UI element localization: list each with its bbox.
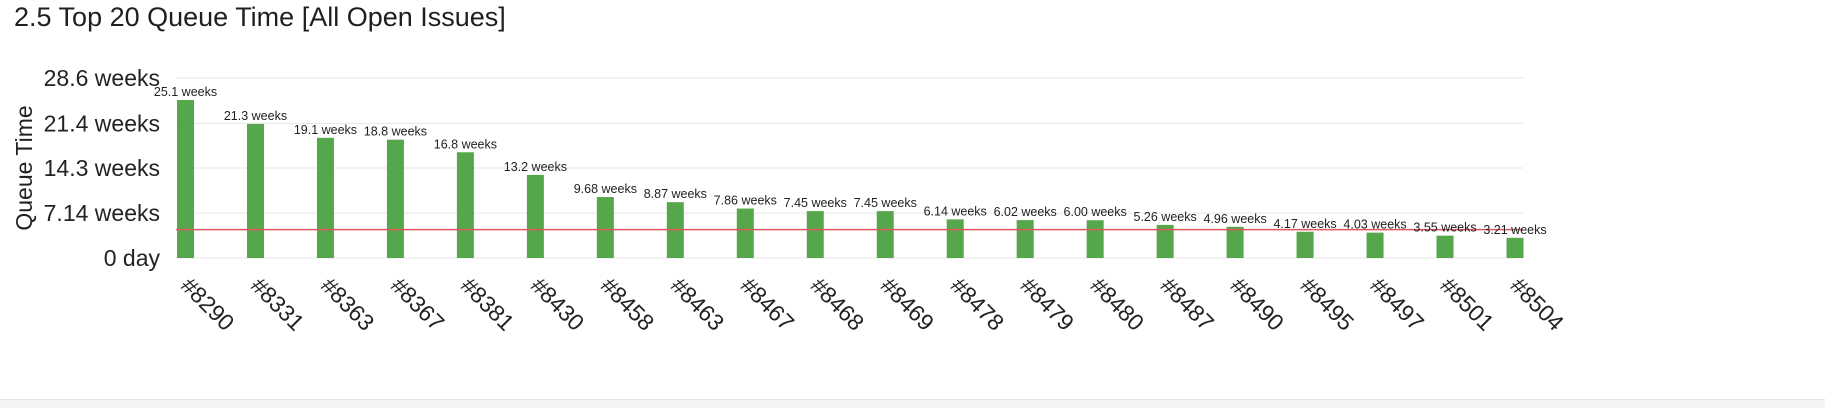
x-tick-label: #8469 [876, 272, 940, 336]
y-tick-label: 28.6 weeks [44, 65, 160, 91]
x-tick-label: #8468 [806, 272, 870, 336]
bar [1226, 226, 1244, 258]
x-tick-label: #8458 [596, 272, 660, 336]
x-tick-label: #8367 [386, 272, 450, 336]
data-label: 6.14 weeks [924, 204, 987, 218]
bar [736, 208, 754, 258]
data-labels: 25.1 weeks 21.3 weeks 19.1 weeks 18.8 weeks… [154, 85, 1547, 237]
data-label: 5.26 weeks [1134, 210, 1197, 224]
x-tick-label: #8463 [666, 272, 730, 336]
x-tick-label: #8490 [1226, 272, 1290, 336]
x-tick-label: #8497 [1366, 272, 1430, 336]
y-tick-label: 7.14 weeks [44, 200, 160, 226]
y-axis-ticks: 0 day 7.14 weeks 14.3 weeks 21.4 weeks 28.6 … [44, 65, 161, 271]
y-tick-label: 14.3 weeks [44, 155, 160, 181]
y-tick-label: 0 day [104, 245, 161, 271]
bar [1506, 237, 1524, 258]
y-axis-label: Queue Time [11, 105, 37, 230]
bar [246, 123, 264, 258]
panel-bottom-border [0, 399, 1825, 408]
x-axis-ticks: #8290 #8331 #8363 #8367 #8381 #8430 #8458 #8463… [176, 272, 1569, 336]
x-tick-label: #8479 [1016, 272, 1080, 336]
data-label: 4.96 weeks [1203, 212, 1266, 226]
bar [1366, 232, 1384, 258]
bar [1016, 220, 1034, 258]
bar [806, 211, 824, 258]
x-tick-label: #8363 [316, 272, 380, 336]
data-label: 8.87 weeks [644, 187, 707, 201]
data-label: 7.45 weeks [854, 196, 917, 210]
x-tick-label: #8430 [526, 272, 590, 336]
x-tick-label: #8467 [736, 272, 800, 336]
bar [526, 174, 544, 258]
x-tick-label: #8331 [246, 272, 310, 336]
x-tick-label: #8480 [1086, 272, 1150, 336]
data-label: 7.45 weeks [784, 196, 847, 210]
data-label: 7.86 weeks [714, 194, 777, 208]
data-label: 21.3 weeks [224, 109, 287, 123]
data-label: 13.2 weeks [504, 160, 567, 174]
bar [596, 197, 614, 258]
x-tick-label: #8487 [1156, 272, 1220, 336]
gridlines [176, 77, 1523, 259]
bar [316, 137, 334, 258]
bar [386, 139, 404, 258]
data-label: 6.02 weeks [994, 205, 1057, 219]
bar [177, 100, 194, 258]
data-label: 9.68 weeks [574, 182, 637, 196]
x-tick-label: #8504 [1505, 272, 1569, 336]
bar [1156, 224, 1174, 258]
x-tick-label: #8478 [946, 272, 1010, 336]
data-label: 4.03 weeks [1343, 218, 1406, 232]
x-tick-label: #8381 [456, 272, 520, 336]
bar [1296, 231, 1314, 258]
data-label: 25.1 weeks [154, 85, 217, 99]
data-label: 6.00 weeks [1064, 205, 1127, 219]
data-label: 4.17 weeks [1273, 217, 1336, 231]
data-label: 19.1 weeks [294, 123, 357, 137]
bar [946, 219, 964, 258]
data-label: 18.8 weeks [364, 125, 427, 139]
data-label: 3.21 weeks [1483, 223, 1546, 237]
y-tick-label: 21.4 weeks [44, 110, 160, 136]
bars [177, 100, 1524, 258]
x-tick-label: #8495 [1296, 272, 1360, 336]
bar [876, 211, 894, 258]
data-label: 16.8 weeks [434, 137, 497, 151]
bar [456, 152, 474, 258]
panel-title: 2.5 Top 20 Queue Time [All Open Issues] [14, 2, 506, 32]
data-label: 3.55 weeks [1413, 221, 1476, 235]
x-tick-label: #8290 [176, 272, 240, 336]
x-tick-label: #8501 [1435, 272, 1499, 336]
bar [1086, 220, 1104, 258]
bar [1436, 235, 1454, 258]
